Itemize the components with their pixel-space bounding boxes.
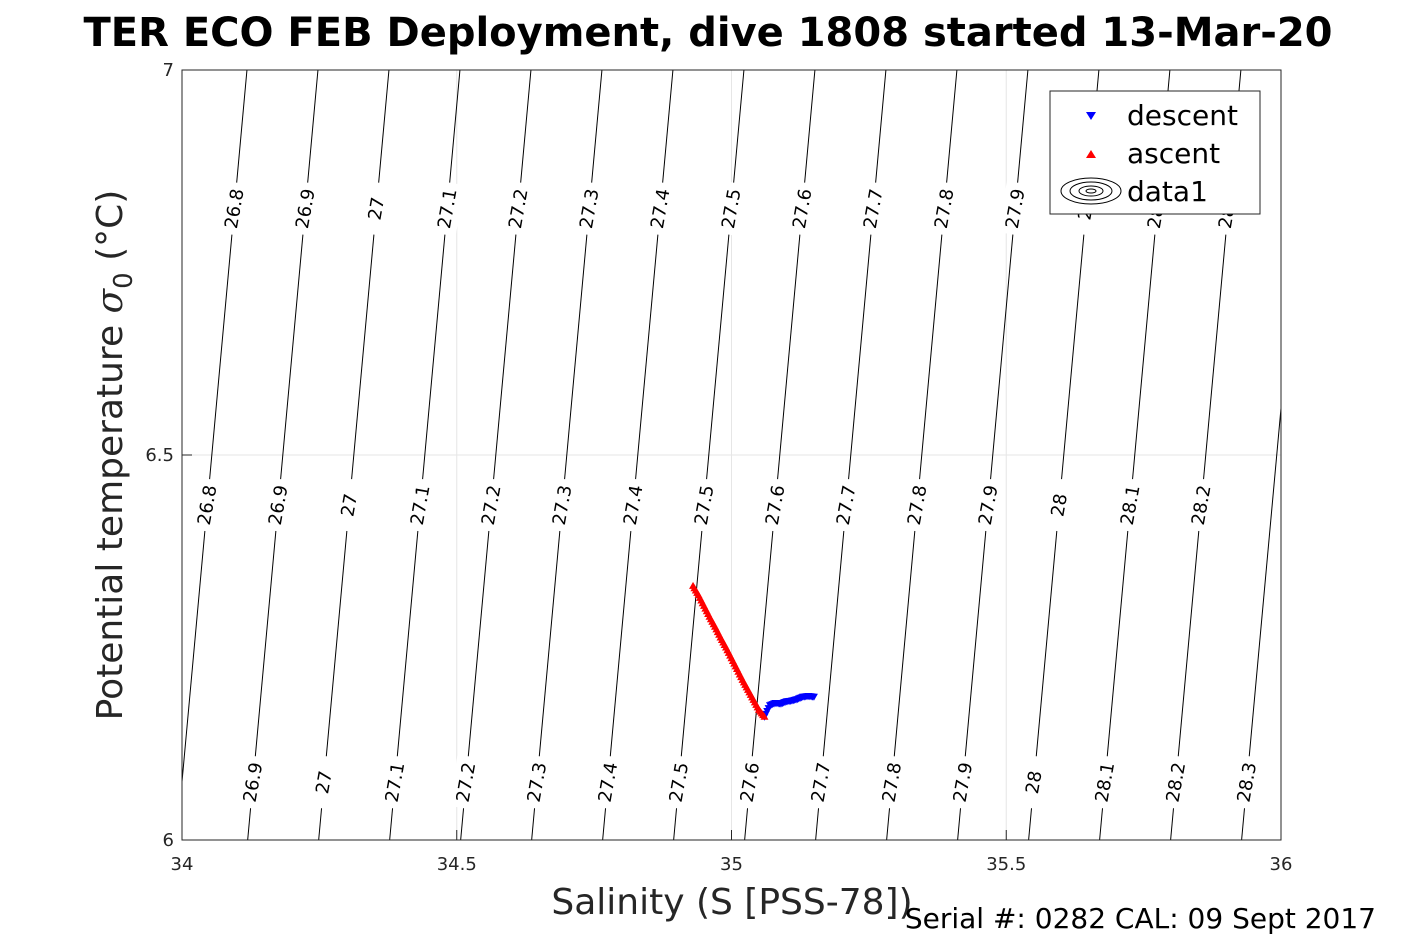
descent-point — [809, 693, 818, 701]
density-contours: 26.826.826.926.926.927272727.127.127.127… — [181, 69, 1282, 841]
contour-label-bg — [287, 180, 323, 237]
contour-label-bg — [235, 754, 271, 811]
x-tick-label: 36 — [1270, 854, 1293, 875]
contour-label-bg — [926, 180, 962, 237]
y-axis-label-space — [90, 313, 131, 324]
x-tick-label: 35.5 — [986, 854, 1026, 875]
contour-label: 27 — [364, 196, 389, 222]
contour-label-bg — [260, 477, 296, 533]
contour-label-bg — [899, 477, 935, 533]
contour-label: 28 — [1047, 492, 1072, 518]
contour-label-bg — [757, 477, 793, 533]
x-tick-label: 34 — [171, 854, 194, 875]
contour-label-bg — [997, 180, 1033, 237]
contour-label-bg — [216, 180, 252, 237]
legend-label-descent: descent — [1127, 99, 1238, 132]
contour-label-bg — [189, 477, 225, 533]
contour-label-bg — [803, 754, 839, 811]
y-axis-label: Potential temperature σ0 (°C) — [90, 190, 139, 721]
contour-label-bg — [448, 754, 484, 811]
y-axis-label-unit: (°C) — [90, 190, 131, 273]
contour-label-bg — [544, 477, 580, 533]
contour-label-bg — [331, 477, 367, 533]
y-axis-label-symbol: σ — [90, 287, 131, 313]
x-tick-label: 35 — [720, 854, 743, 875]
y-tick-label: 6 — [163, 830, 174, 851]
contour-label-bg — [1112, 477, 1148, 533]
contour-label-bg — [429, 180, 465, 237]
y-axis-label-main: Potential temperature — [90, 325, 131, 720]
contour-label-bg — [377, 754, 413, 811]
contour-label-bg — [1183, 477, 1219, 533]
x-axis-label: Salinity (S [PSS-78]) — [551, 882, 912, 923]
chart-title: TER ECO FEB Deployment, dive 1808 starte… — [83, 10, 1332, 56]
contour-label-bg — [402, 477, 438, 533]
legend: descent ascent data1 — [1049, 90, 1261, 215]
contour-label: 28 — [1022, 769, 1047, 795]
contour-label-bg — [306, 754, 342, 811]
y-tick-label: 7 — [163, 60, 174, 81]
legend-marker-descent — [1086, 112, 1096, 120]
contour-label-bg — [500, 180, 536, 237]
contour-label-bg — [661, 754, 697, 811]
x-tick-label: 34.5 — [437, 854, 477, 875]
contour-label-bg — [970, 477, 1006, 533]
contour-label-bg — [615, 477, 651, 533]
contour-label-bg — [519, 754, 555, 811]
contour-label-bg — [945, 754, 981, 811]
data-series — [689, 581, 818, 721]
contour-label: 27 — [337, 492, 362, 518]
contour-label-bg — [1016, 754, 1052, 811]
y-axis-label-subscript: 0 — [109, 272, 139, 289]
legend-marker-data1-contour-icon — [1060, 177, 1122, 205]
contour-label-bg — [1087, 754, 1123, 811]
legend-label-ascent: ascent — [1127, 137, 1220, 170]
legend-marker-ascent — [1086, 150, 1096, 158]
contour-line — [181, 69, 248, 782]
contour-label-bg — [571, 180, 607, 237]
contour-label-bg — [1158, 754, 1194, 811]
contour-label-bg — [686, 477, 722, 533]
contour-label-bg — [855, 180, 891, 237]
contour-label-bg — [1229, 754, 1265, 811]
contour-label-bg — [732, 754, 768, 811]
contour-label-bg — [784, 180, 820, 237]
contour-label-bg — [473, 477, 509, 533]
serial-cal-footer: Serial #: 0282 CAL: 09 Sept 2017 — [905, 902, 1376, 935]
contour-label-bg — [874, 754, 910, 811]
contour-label-bg — [642, 180, 678, 237]
contour-label-bg — [828, 477, 864, 533]
ascent-point — [760, 712, 769, 720]
legend-box — [1049, 90, 1261, 215]
contour-label-bg — [358, 180, 394, 237]
legend-label-data1: data1 — [1127, 175, 1208, 208]
contour-label-bg — [1041, 477, 1077, 533]
y-tick-label: 6.5 — [145, 445, 174, 466]
contour-label-bg — [590, 754, 626, 811]
contour-label-bg — [713, 180, 749, 237]
axis-ticks: 34 34.5 35 35.5 36 6 6.5 7 — [145, 60, 1292, 875]
contour-label: 27 — [312, 769, 337, 795]
